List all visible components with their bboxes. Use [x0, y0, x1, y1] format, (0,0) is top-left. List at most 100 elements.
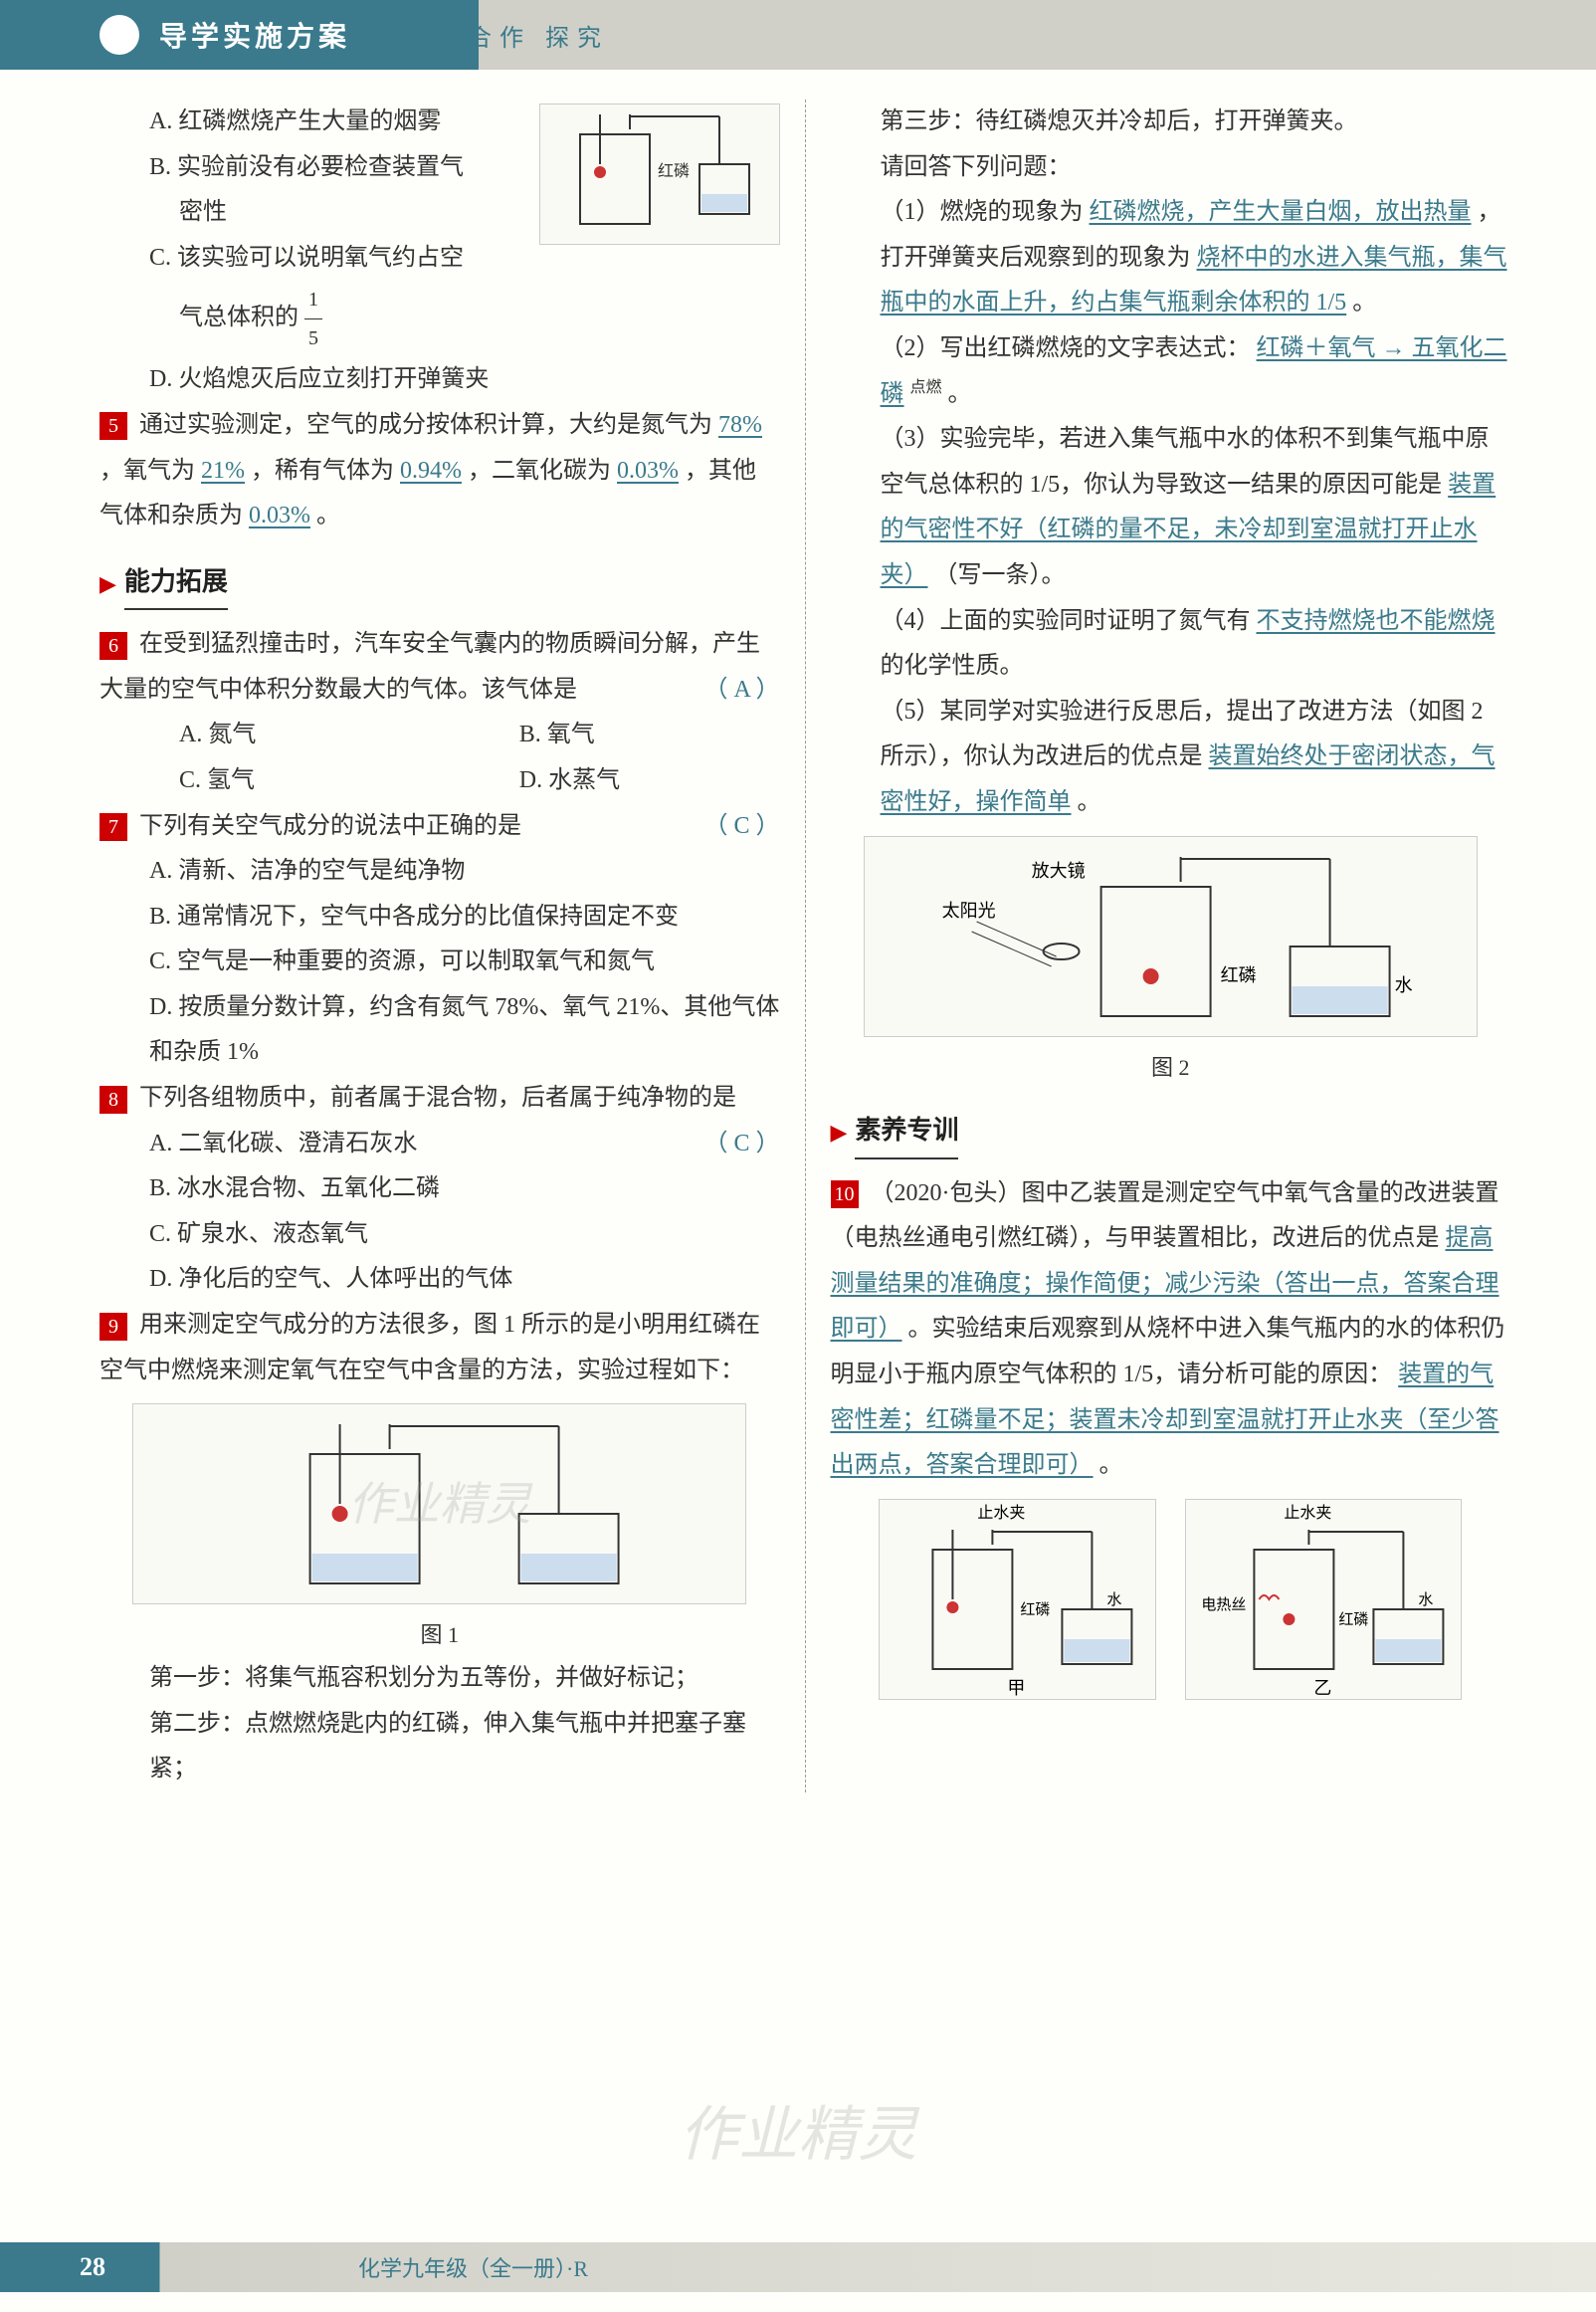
label-sun: 太阳光 — [941, 901, 995, 921]
label-clip-jia: 止水夹 — [977, 1504, 1025, 1522]
label-heater: 电热丝 — [1201, 1596, 1246, 1613]
q5-blank1: 78% — [718, 412, 762, 438]
diagram-yi: 止水夹 电热丝 红磷 水 乙 — [1185, 1499, 1463, 1700]
label-p-yi: 红磷 — [1338, 1611, 1368, 1628]
q10: 10 （2020·包头）图中乙装置是测定空气中氧气含量的改进装置（电热丝通电引燃… — [831, 1171, 1511, 1489]
diagram-jia-yi: 止水夹 红磷 水 甲 — [865, 1499, 1477, 1700]
figure-2-caption: 图 2 — [831, 1047, 1511, 1089]
q8-stem: 下列各组物质中，前者属于混合物，后者属于纯净物的是 — [139, 1085, 736, 1111]
frac-den: 5 — [304, 319, 322, 357]
diagram-figure-2: 太阳光 放大镜 红磷 水 — [864, 836, 1478, 1037]
header-banner: 导学实施方案 自主 合作 探究 — [0, 0, 1596, 70]
p2-c: 。 — [948, 381, 972, 407]
qnum-8: 8 — [100, 1086, 127, 1114]
footer: 28 化学九年级（全一册）·R — [0, 2242, 1596, 2292]
p2-a: （2）写出红磷燃烧的文字表达式： — [881, 335, 1251, 361]
q8-b: B. 冰水混合物、五氧化二磷 — [100, 1166, 780, 1212]
q5-blank3: 0.94% — [400, 458, 462, 484]
qnum-6: 6 — [100, 632, 127, 660]
q6-answer: （ A ） — [704, 668, 780, 714]
q5-blank2: 21% — [201, 458, 245, 484]
frac-num: 1 — [304, 281, 322, 319]
jia-svg-icon: 止水夹 红磷 水 甲 — [880, 1500, 1155, 1699]
label-lens: 放大镜 — [1031, 861, 1085, 881]
q9: 9 用来测定空气成分的方法很多，图 1 所示的是小明用红磷在空气中燃烧来测定氧气… — [100, 1303, 780, 1393]
q4-option-d: D. 火焰熄灭后应立刻打开弹簧夹 — [100, 357, 780, 403]
header-title: 导学实施方案 — [159, 15, 350, 55]
q9-p5: （5）某同学对实验进行反思后，提出了改进方法（如图 2 所示），你认为改进后的优… — [831, 690, 1511, 826]
section-skill-header: ▶ 素养专训 — [831, 1106, 1511, 1158]
p2-note: 点燃 — [910, 379, 942, 396]
q6-row1: A. 氮气 B. 氧气 — [100, 713, 780, 758]
p1-a: （1）燃烧的现象为 — [881, 199, 1084, 225]
q8-d: D. 净化后的空气、人体呼出的气体 — [100, 1257, 780, 1303]
q9-step3: 第三步：待红磷熄灭并冷却后，打开弹簧夹。 — [831, 100, 1511, 145]
fraction-one-fifth: 1 5 — [304, 281, 322, 357]
q6-stem: 在受到猛烈撞击时，汽车安全气囊内的物质瞬间分解，产生大量的空气中体积分数最大的气… — [100, 631, 760, 703]
p3-a: （3）实验完毕，若进入集气瓶中水的体积不到集气瓶中原空气总体积的 1/5，你认为… — [881, 426, 1490, 498]
content-columns: 红磷 A. 红磷燃烧产生大量的烟雾 B. 实验前没有必要检查装置气 密性 C. … — [0, 70, 1596, 1822]
diagram-figure-1: 作业精灵 — [132, 1403, 746, 1604]
q6-c: C. 氢气 — [100, 758, 519, 804]
label-red-p: 红磷 — [658, 162, 690, 180]
diagram-red-phosphorus-small: 红磷 — [539, 104, 780, 245]
label-water-jia: 水 — [1106, 1591, 1121, 1608]
apparatus-svg-icon: 红磷 — [540, 105, 779, 244]
figure1-svg-icon — [133, 1404, 745, 1603]
q9-step2: 第二步：点燃燃烧匙内的红磷，伸入集气瓶中并把塞子塞紧； — [100, 1702, 780, 1792]
q8-answer: （ C ） — [704, 1122, 780, 1167]
q6: 6 在受到猛烈撞击时，汽车安全气囊内的物质瞬间分解，产生大量的空气中体积分数最大… — [100, 622, 780, 713]
q5-t4: ，二氧化碳为 — [468, 458, 611, 484]
section-ability-title: 能力拓展 — [124, 557, 228, 610]
qnum-10: 10 — [831, 1180, 859, 1208]
arrow-icon: ▶ — [100, 563, 116, 605]
q6-row2: C. 氢气 D. 水蒸气 — [100, 758, 780, 804]
q9-p1: （1）燃烧的现象为 红磷燃烧，产生大量白烟，放出热量 ，打开弹簧夹后观察到的现象… — [831, 190, 1511, 326]
q9-stem: 用来测定空气成分的方法很多，图 1 所示的是小明用红磷在空气中燃烧来测定氧气在空… — [100, 1312, 760, 1383]
q10-stem-a: （2020·包头）图中乙装置是测定空气中氧气含量的改进装置（电热丝通电引燃红磷）… — [831, 1180, 1499, 1252]
q5-blank4: 0.03% — [617, 458, 679, 484]
left-column: 红磷 A. 红磷燃烧产生大量的烟雾 B. 实验前没有必要检查装置气 密性 C. … — [100, 100, 805, 1792]
q7-c: C. 空气是一种重要的资源，可以制取氧气和氮气 — [100, 940, 780, 985]
label-p-jia: 红磷 — [1020, 1601, 1050, 1618]
label-clip-yi: 止水夹 — [1284, 1504, 1331, 1522]
qnum-7: 7 — [100, 813, 127, 841]
q5-t2: ，氧气为 — [100, 458, 195, 484]
q5-t3: ，稀有气体为 — [251, 458, 394, 484]
q5: 5 通过实验测定，空气的成分按体积计算，大约是氮气为 78% ，氧气为 21% … — [100, 403, 780, 539]
p5-c: 。 — [1078, 789, 1101, 815]
q7-d: D. 按质量分数计算，约含有氮气 78%、氧气 21%、其他气体和杂质 1% — [100, 985, 780, 1076]
yi-svg-icon: 止水夹 电热丝 红磷 水 乙 — [1186, 1500, 1462, 1699]
q6-d: D. 水蒸气 — [519, 758, 620, 804]
q7-stem: 下列有关空气成分的说法中正确的是 — [139, 813, 521, 839]
section-ability-header: ▶ 能力拓展 — [100, 557, 780, 610]
watermark-bottom: 作业精灵 — [679, 2086, 917, 2173]
q8-c: C. 矿泉水、液态氧气 — [100, 1212, 780, 1258]
label-p: 红磷 — [1220, 965, 1256, 985]
page: 导学实施方案 自主 合作 探究 红磷 A. 红磷燃烧产生大量的烟雾 — [0, 0, 1596, 2312]
logo-icon — [100, 15, 139, 55]
q8: 8 下列各组物质中，前者属于混合物，后者属于纯净物的是 （ C ） — [100, 1076, 780, 1122]
q9-p4: （4）上面的实验同时证明了氮气有 不支持燃烧也不能燃烧 的化学性质。 — [831, 599, 1511, 690]
qnum-5: 5 — [100, 412, 127, 440]
figure2-svg-icon: 太阳光 放大镜 红磷 水 — [865, 837, 1477, 1036]
q7-answer: （ C ） — [704, 804, 780, 850]
q9-p2: （2）写出红磷燃烧的文字表达式： 红磷＋氧气 → 五氧化二磷 点燃 。 — [831, 326, 1511, 417]
q7-b: B. 通常情况下，空气中各成分的比值保持固定不变 — [100, 895, 780, 941]
q4-c-text: 气总体积的 — [179, 305, 299, 330]
p1-c: 。 — [1352, 290, 1376, 315]
q4-option-c-line2: 气总体积的 1 5 — [100, 281, 780, 357]
p4-c: 的化学性质。 — [881, 653, 1024, 679]
header-subtitle: 自主 合作 探究 — [390, 18, 609, 53]
p4-a: （4）上面的实验同时证明了氮气有 — [881, 608, 1251, 634]
label-water: 水 — [1394, 975, 1412, 995]
p1-ans1: 红磷燃烧，产生大量白烟，放出热量 — [1090, 199, 1472, 225]
p4-ans: 不支持燃烧也不能燃烧 — [1257, 608, 1496, 634]
caption-yi: 乙 — [1313, 1678, 1331, 1698]
q9-p3: （3）实验完毕，若进入集气瓶中水的体积不到集气瓶中原空气总体积的 1/5，你认为… — [831, 417, 1511, 598]
q10-stem-c: 。 — [1099, 1452, 1123, 1478]
caption-jia: 甲 — [1007, 1678, 1025, 1698]
q6-a: A. 氮气 — [100, 713, 519, 758]
q9-step1: 第一步：将集气瓶容积划分为五等份，并做好标记； — [100, 1656, 780, 1702]
arrow-icon-2: ▶ — [831, 1112, 848, 1154]
